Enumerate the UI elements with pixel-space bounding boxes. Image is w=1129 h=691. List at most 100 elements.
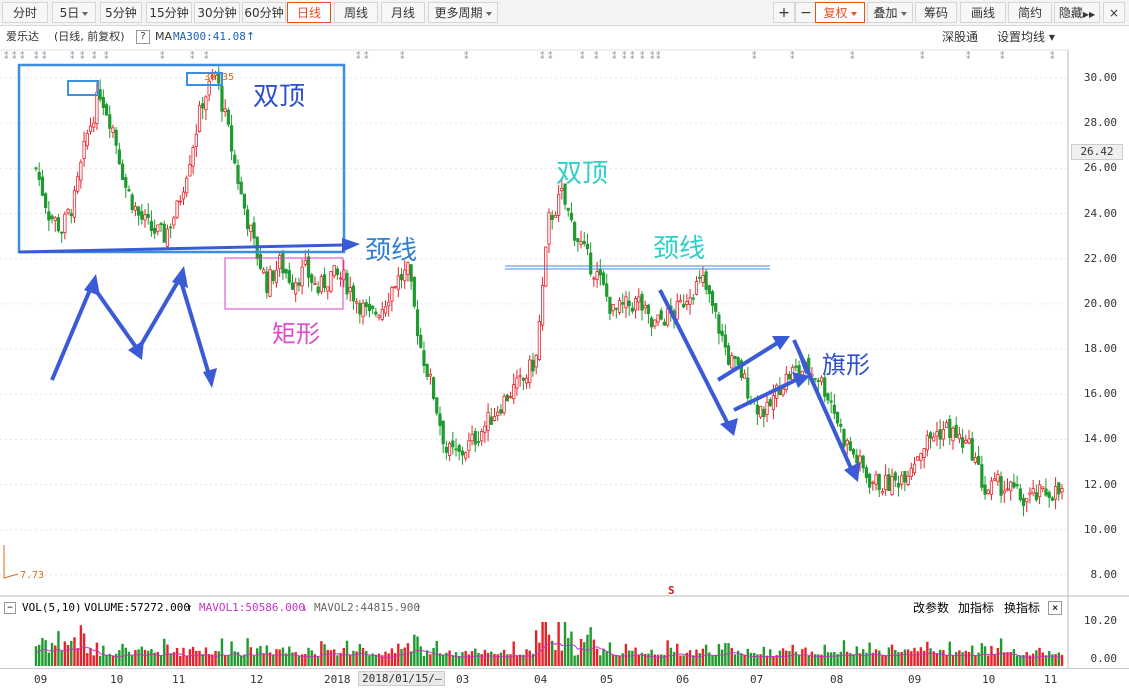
candle-body (653, 319, 657, 327)
x-label: 10 (110, 673, 124, 686)
add-indicator-button[interactable]: 加指标 (958, 601, 995, 615)
hide-button[interactable]: 隐藏▶▶ (1054, 2, 1100, 23)
volume-bar (903, 649, 907, 666)
period-15min[interactable]: 15分钟 (146, 2, 192, 23)
candle-body (364, 302, 368, 307)
volume-title[interactable]: VOL(5,10) (22, 601, 82, 614)
overlay-button[interactable]: 叠加 (867, 2, 913, 23)
candle-body (954, 424, 958, 438)
draw-line-button[interactable]: 画线 (960, 2, 1006, 23)
x-label: 09 (34, 673, 48, 686)
volume-bar (326, 649, 329, 666)
zoom-in-button[interactable]: + (773, 2, 795, 23)
collapse-icon[interactable]: − (4, 602, 16, 614)
candle-body (278, 254, 282, 269)
adjust-button[interactable]: 复权 (815, 2, 865, 23)
edit-params-button[interactable]: 改参数 (913, 601, 950, 615)
volume-bar (198, 650, 201, 666)
candle-body (566, 207, 570, 211)
candle-body (127, 189, 131, 192)
volume-bar (95, 642, 99, 666)
period-daily[interactable]: 日线 (287, 2, 331, 23)
event-marker: ⁑ (70, 50, 75, 62)
volume-bar (887, 647, 891, 666)
candle-body (759, 406, 763, 418)
volume-bar (515, 655, 519, 666)
candle-body (717, 314, 721, 334)
candle-body (451, 440, 455, 448)
period-30min[interactable]: 30分钟 (194, 2, 240, 23)
volume-bar (567, 638, 570, 666)
candle-body (457, 445, 461, 453)
volume-bar (425, 650, 429, 666)
candle-body (608, 296, 612, 314)
candle-body (659, 310, 663, 320)
volume-bar (656, 654, 660, 666)
exchange-link[interactable]: 深股通 (942, 30, 979, 44)
simple-mode-button[interactable]: 简约 (1008, 2, 1052, 23)
volume-bar (862, 649, 865, 666)
candle-body (210, 75, 214, 78)
period-5min[interactable]: 5分钟 (100, 2, 142, 23)
candle-body (781, 388, 785, 396)
period-60min[interactable]: 60分钟 (242, 2, 286, 23)
candle-body (377, 315, 381, 318)
candle-body (903, 470, 907, 483)
candle-body (396, 275, 400, 290)
help-icon[interactable]: ? (136, 30, 150, 44)
candle-body (47, 211, 51, 221)
candle-body (229, 125, 234, 152)
candle-body (589, 252, 593, 275)
candle-body (544, 246, 548, 287)
volume-bar (361, 647, 365, 666)
event-marker: ⁑ (464, 50, 469, 62)
period-intraday[interactable]: 分时 (2, 2, 48, 23)
candle-body (338, 277, 343, 280)
candle-body (393, 286, 397, 289)
candle-body (900, 475, 904, 485)
period-monthly[interactable]: 月线 (381, 2, 425, 23)
candle-body (467, 440, 471, 451)
volume-bar (169, 653, 172, 666)
x-label: 10 (982, 673, 996, 686)
ma-settings-button[interactable]: 设置均线 ▾ (997, 30, 1055, 44)
candle-body (560, 187, 564, 192)
switch-indicator-button[interactable]: 换指标 (1004, 601, 1041, 615)
period-more[interactable]: 更多周期 (428, 2, 498, 23)
volume-bar (163, 638, 166, 666)
candle-body (518, 375, 522, 378)
volume-bar (922, 650, 926, 666)
ma-label[interactable]: MA (155, 30, 173, 43)
candle-body (746, 377, 750, 399)
volume-bar (435, 641, 438, 666)
period-weekly[interactable]: 周线 (334, 2, 378, 23)
candle-body (40, 176, 45, 196)
chips-button[interactable]: 筹码 (915, 2, 957, 23)
volume-bar (1060, 654, 1064, 666)
candle-body (650, 317, 654, 328)
volume-bar (701, 648, 705, 666)
mavol1-value: MAVOL1:50586.000 (199, 601, 305, 614)
chevron-down-icon (850, 11, 857, 16)
event-marker: ⁑ (4, 50, 9, 62)
candle-body (925, 435, 929, 451)
close-button[interactable]: × (1103, 2, 1125, 23)
candle-body (431, 377, 436, 399)
candle-body (771, 395, 776, 410)
candle-body (633, 298, 638, 311)
volume-bar (448, 650, 451, 666)
flag-edge (793, 339, 807, 375)
volume-bar (759, 654, 762, 666)
volume-bar (797, 654, 801, 666)
volume-bar (393, 653, 397, 666)
period-5day[interactable]: 5日 (52, 2, 96, 23)
volume-bar (60, 650, 63, 666)
volume-bar (756, 654, 759, 666)
candle-body (909, 467, 913, 477)
volume-bar (429, 654, 432, 666)
candle-body (617, 300, 622, 313)
close-icon[interactable]: × (1048, 601, 1062, 615)
candle-body (797, 365, 801, 374)
candle-body (412, 276, 416, 307)
